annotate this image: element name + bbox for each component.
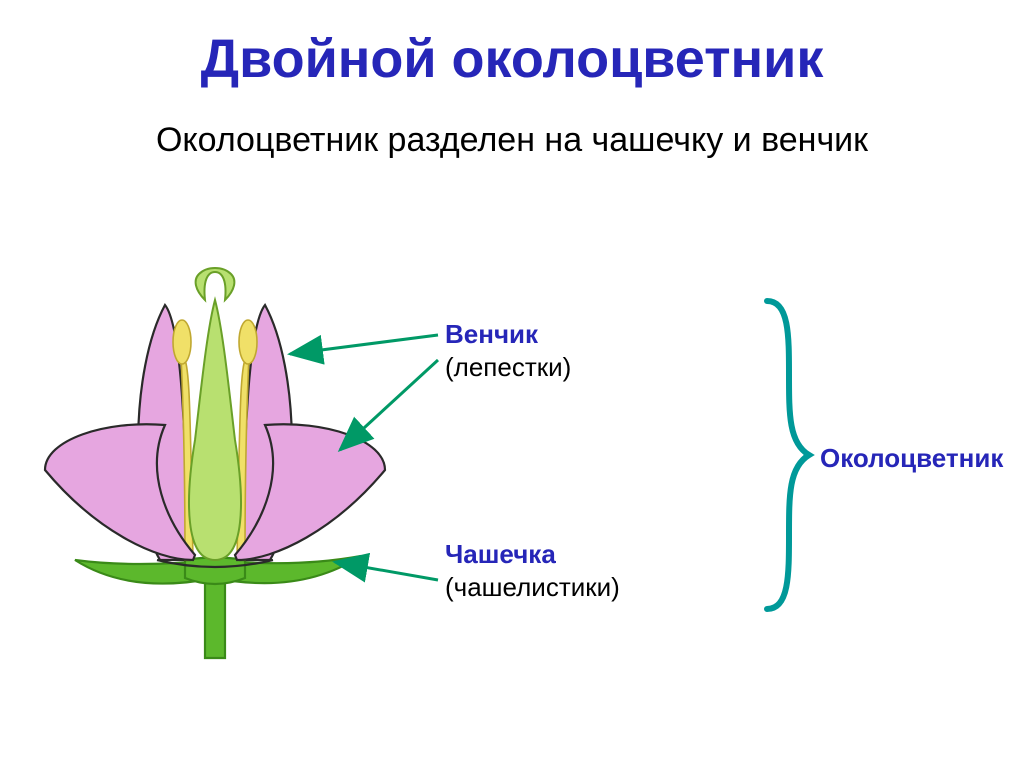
diagram-area: Венчик (лепестки) Чашечка (чашелистики) … xyxy=(0,260,1024,760)
label-corolla-sub: (лепестки) xyxy=(445,352,571,382)
curly-brace xyxy=(755,295,815,615)
label-calyx: Чашечка (чашелистики) xyxy=(445,538,620,603)
label-corolla: Венчик (лепестки) xyxy=(445,318,571,383)
label-perianth: Околоцветник xyxy=(820,442,1003,475)
flower-illustration xyxy=(35,260,395,660)
label-corolla-main: Венчик xyxy=(445,319,538,349)
page-title: Двойной околоцветник xyxy=(0,0,1024,90)
subtitle: Околоцветник разделен на чашечку и венчи… xyxy=(0,118,1024,162)
label-calyx-sub: (чашелистики) xyxy=(445,572,620,602)
petals-front xyxy=(45,424,385,560)
label-calyx-main: Чашечка xyxy=(445,539,556,569)
